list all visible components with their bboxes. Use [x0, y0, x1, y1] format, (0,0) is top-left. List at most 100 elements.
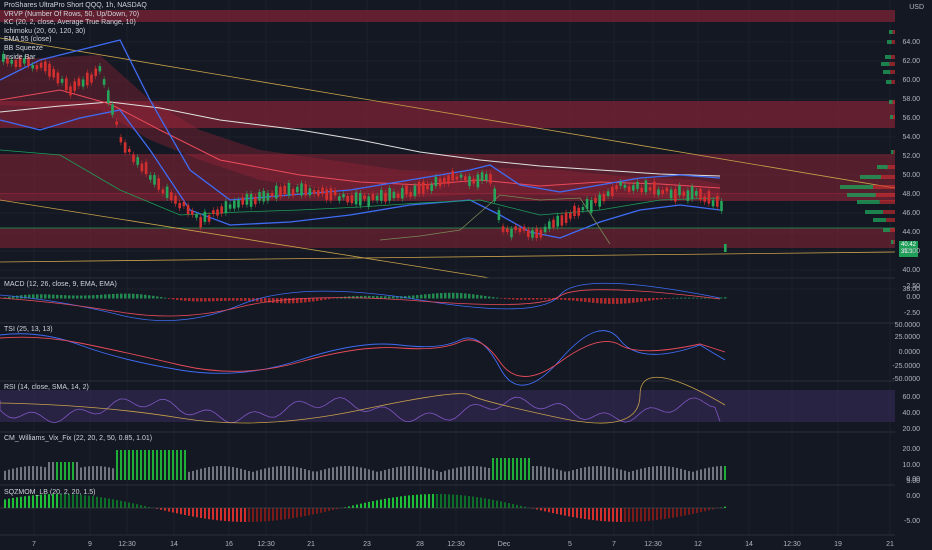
candle	[195, 214, 198, 218]
candle	[388, 187, 391, 201]
candle	[149, 175, 152, 180]
rsi-label[interactable]: RSI (14, close, SMA, 14, 2)	[4, 384, 89, 391]
time-tick: 19	[834, 541, 842, 548]
candle	[426, 183, 429, 190]
time-tick: 14	[745, 541, 753, 548]
candle	[552, 219, 555, 228]
time-tick: 7	[612, 541, 616, 548]
sqzmom-label[interactable]: SQZMOM_LB (20, 2, 20, 1.5)	[4, 489, 96, 496]
price-tick: 52.00	[902, 153, 920, 160]
indicator-bb-squeeze[interactable]: BB Squeeze	[4, 44, 43, 52]
candle	[585, 198, 589, 209]
candle	[199, 216, 202, 228]
indicator-ema[interactable]: EMA 55 (close)	[4, 36, 52, 44]
candle	[329, 188, 333, 201]
chart-title[interactable]: ProShares UltraPro Short QQQ, 1h, NASDAQ	[4, 2, 147, 9]
candle	[539, 229, 543, 238]
indicator-kc[interactable]: KC (20, 2, close, Average True Range, 10…	[4, 19, 136, 27]
volume-row	[883, 228, 891, 232]
candle	[354, 192, 358, 205]
indicator-inside-bar[interactable]: Inside Bar	[4, 53, 36, 61]
time-tick: Dec	[497, 541, 511, 548]
candle	[56, 72, 60, 84]
candle	[514, 226, 517, 231]
candle	[94, 68, 97, 77]
candle	[480, 172, 484, 182]
candle	[548, 221, 551, 230]
candle	[241, 197, 244, 205]
candle	[569, 212, 572, 219]
time-tick: 14	[170, 541, 178, 548]
candle	[636, 181, 639, 189]
candle	[153, 175, 156, 185]
time-tick: 12:30	[257, 541, 275, 548]
candle	[573, 205, 576, 217]
candle	[468, 176, 471, 187]
volume-row	[890, 115, 893, 119]
vixfix-label[interactable]: CM_Williams_Vix_Fix (22, 20, 2, 50, 0.85…	[4, 435, 153, 442]
price-tick: 64.00	[902, 39, 920, 46]
candle	[581, 206, 585, 211]
candle	[165, 186, 169, 198]
candle	[140, 163, 144, 172]
candle	[233, 200, 236, 209]
candle	[39, 62, 43, 68]
candle	[455, 176, 459, 180]
indicator-vrvp[interactable]: VRVP (Number Of Rows, 50, Up/Down, 70)	[4, 10, 140, 18]
candle	[690, 186, 694, 200]
macd-label[interactable]: MACD (12, 26, close, 9, EMA, EMA)	[4, 281, 117, 288]
countdown: 31.1	[900, 249, 913, 255]
trendline	[0, 199, 491, 279]
candle	[258, 192, 261, 201]
candle	[405, 185, 408, 195]
candle	[350, 195, 354, 204]
candle	[648, 187, 652, 191]
price-tick: 48.00	[902, 191, 920, 198]
chart-legend: ProShares UltraPro Short QQQ, 1h, NASDAQ…	[4, 2, 147, 62]
volume-row	[889, 30, 893, 34]
candle	[443, 177, 446, 184]
trendline	[0, 251, 896, 263]
candle	[111, 104, 114, 115]
candle	[506, 228, 509, 233]
candle	[2, 53, 5, 62]
price-tick: 54.00	[902, 134, 920, 141]
candle	[476, 174, 480, 188]
volume-row	[889, 100, 893, 104]
candle	[287, 182, 291, 196]
price-tick: 44.00	[902, 229, 920, 236]
volume-row	[881, 62, 890, 66]
pane-tick: -5.00	[904, 518, 920, 525]
candle	[447, 175, 450, 184]
candle	[161, 189, 165, 194]
currency-label: USD	[909, 4, 924, 11]
zone-band	[0, 193, 895, 201]
volume-row	[873, 218, 887, 222]
candle	[543, 226, 547, 233]
candle	[207, 215, 211, 222]
trendline	[0, 37, 896, 189]
zone-band	[0, 10, 895, 22]
volume-row	[847, 193, 876, 197]
candle	[48, 63, 51, 77]
candle	[661, 189, 664, 195]
candle	[401, 188, 404, 199]
candle	[77, 78, 81, 86]
candle	[674, 189, 677, 202]
candle	[338, 196, 341, 201]
price-tick: 46.00	[902, 210, 920, 217]
candle	[52, 69, 55, 78]
tsi-label[interactable]: TSI (25, 13, 13)	[4, 326, 53, 333]
time-tick: 23	[363, 541, 371, 548]
candle	[136, 157, 139, 165]
indicator-ichimoku[interactable]: Ichimoku (20, 60, 120, 30)	[4, 27, 86, 35]
candle	[371, 194, 375, 200]
candle	[266, 193, 270, 201]
pane-tick: 20.00	[902, 446, 920, 453]
price-tick: 40.00	[902, 267, 920, 274]
pane-tick: 0.0000	[898, 349, 920, 356]
candle	[695, 191, 698, 196]
pane-tick: 2.50	[906, 283, 920, 290]
candle	[602, 194, 606, 202]
